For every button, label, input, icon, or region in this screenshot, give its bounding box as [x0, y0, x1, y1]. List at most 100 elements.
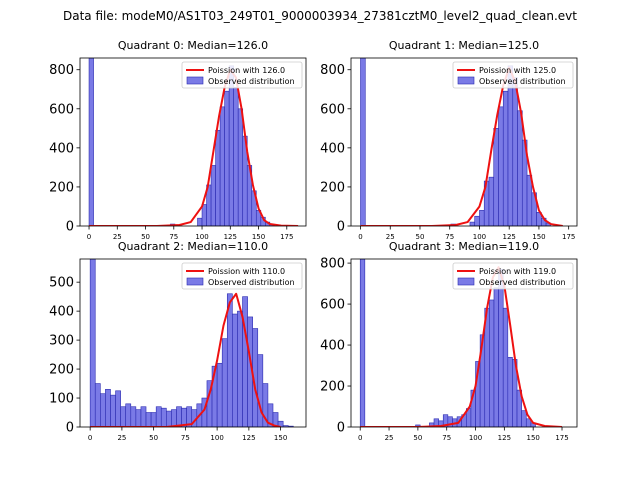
quadrant-2-legend: Poission with 110.0 Observed distribution — [181, 262, 303, 290]
quadrant-2-bar — [237, 310, 243, 427]
quadrant-1-legend: Poission with 125.0 Observed distribution — [452, 61, 574, 89]
quadrant-3-xtick-label: 75 — [442, 434, 451, 442]
quadrant-2-bar — [145, 412, 152, 427]
quadrant-3-xtick-label: 100 — [469, 434, 482, 442]
quadrant-1-xtick-label: 175 — [562, 233, 575, 241]
quadrant-2-bar — [130, 406, 137, 427]
quadrant-2-bar — [94, 383, 101, 427]
quadrant-3-legend-bars-swatch — [457, 277, 475, 286]
quadrant-1-ytick-label: 200 — [320, 180, 345, 195]
quadrant-2-ytick-label: 500 — [49, 276, 74, 291]
quadrant-1-xtick-label: 125 — [503, 233, 516, 241]
quadrant-2-bar — [160, 407, 167, 427]
quadrant-0-ytick-label: 400 — [49, 141, 74, 156]
quadrant-1-ytick-label: 800 — [320, 63, 345, 78]
quadrant-2-axes-frame — [79, 258, 307, 428]
quadrant-1-bar — [469, 221, 476, 226]
quadrant-2-ytick-label: 200 — [49, 363, 74, 378]
quadrant-0-plot-area — [88, 58, 299, 226]
quadrant-2-bar — [105, 389, 111, 427]
quadrant-2-bar — [89, 259, 96, 427]
quadrant-2-legend-curve-label: Poission with 110.0 — [208, 267, 285, 276]
quadrant-1-bar — [360, 58, 366, 226]
quadrant-0-bar — [233, 87, 239, 226]
quadrant-2-bar — [216, 362, 223, 427]
quadrant-2-title: Quadrant 2: Median=110.0 — [118, 240, 268, 253]
quadrant-3-bar — [498, 268, 504, 427]
quadrant-3-xtick-label: 0 — [358, 434, 362, 442]
quadrant-2-bar — [125, 403, 132, 427]
quadrant-1-bar — [488, 176, 495, 226]
quadrant-1-bar — [502, 90, 509, 226]
quadrant-2-legend-box — [181, 262, 303, 290]
quadrant-0-poisson-curve — [89, 68, 299, 226]
quadrant-2-bar — [120, 406, 127, 427]
quadrant-0-xtick-label: 25 — [113, 233, 122, 241]
quadrant-2-ytick-label: 0 — [66, 421, 74, 436]
quadrant-2-bar — [135, 409, 142, 427]
quadrant-3-bar — [493, 287, 499, 427]
quadrant-2-xtick-label: 50 — [149, 434, 158, 442]
quadrant-2-xtick-label: 0 — [88, 434, 92, 442]
quadrant-2-xtick-label: 100 — [210, 434, 223, 442]
quadrant-1-bar — [512, 77, 518, 226]
quadrant-2-bar — [277, 420, 284, 427]
quadrant-0-bar — [215, 129, 221, 226]
quadrant-0-legend: Poission with 126.0 Observed distribution — [181, 61, 303, 89]
quadrant-0-xtick-label: 75 — [169, 233, 178, 241]
quadrant-0-axes-frame — [79, 57, 307, 227]
quadrant-0-legend-bars-label: Observed distribution — [208, 77, 295, 86]
quadrant-3-legend: Poission with 119.0 Observed distribution — [452, 262, 574, 290]
quadrant-3-ytick-label: 800 — [320, 257, 345, 272]
quadrant-2-legend-bars-swatch — [186, 277, 204, 286]
quadrant-0-legend-bars-swatch — [186, 76, 204, 85]
quadrant-3-bar — [502, 307, 509, 427]
quadrant-0-xtick-label: 100 — [195, 233, 208, 241]
quadrant-2-xtick-label: 125 — [242, 434, 255, 442]
figure-suptitle: Data file: modeM0/AS1T03_249T01_90000039… — [63, 9, 577, 23]
quadrant-3-title: Quadrant 3: Median=119.0 — [389, 240, 539, 253]
quadrant-1-title: Quadrant 1: Median=125.0 — [389, 39, 539, 52]
quadrant-1-axes-frame — [350, 57, 578, 227]
quadrant-3-legend-bars-label: Observed distribution — [479, 278, 566, 287]
quadrant-1-xtick-label: 0 — [358, 233, 362, 241]
quadrant-2-panel: Quadrant 2: Median=110.0 0 25 50 75 100 125 150… — [49, 240, 307, 442]
quadrant-1-bar — [493, 128, 499, 226]
quadrant-1-legend-curve-label: Poission with 125.0 — [479, 66, 556, 75]
quadrant-2-bar — [155, 406, 162, 427]
quadrant-0-bar — [210, 165, 216, 226]
quadrant-1-bar — [526, 174, 533, 226]
quadrant-3-xtick-label: 125 — [498, 434, 511, 442]
quadrant-1-legend-bars-label: Observed distribution — [479, 77, 566, 86]
quadrant-3-ytick-label: 400 — [320, 339, 345, 354]
quadrant-2-legend-bars-label: Observed distribution — [208, 278, 295, 287]
quadrant-1-bar — [498, 106, 504, 226]
quadrant-2-bar — [176, 406, 182, 427]
quadrant-1-xtick-label: 25 — [386, 233, 395, 241]
quadrant-2-bar — [140, 406, 147, 427]
quadrant-3-legend-curve-label: Poission with 119.0 — [479, 267, 556, 276]
quadrant-2-bar — [110, 394, 116, 427]
quadrant-0-bar — [224, 90, 230, 226]
quadrant-0-xtick-label: 50 — [141, 233, 150, 241]
quadrant-3-ytick-label: 600 — [320, 298, 345, 313]
quadrant-3-plot-area — [359, 259, 563, 427]
quadrant-3-legend-box — [452, 262, 574, 290]
quadrant-2-bar — [115, 390, 121, 427]
quadrant-2-bar — [150, 412, 157, 427]
quadrant-2-bar — [171, 409, 177, 427]
quadrant-0-ytick-label: 600 — [49, 102, 74, 117]
quadrant-0-ytick-label: 200 — [49, 180, 74, 195]
quadrant-2-xtick-label: 75 — [181, 434, 190, 442]
quadrant-0-ytick-label: 800 — [49, 63, 74, 78]
quadrant-2-bar — [100, 393, 106, 427]
quadrant-0-xtick-label: 125 — [224, 233, 237, 241]
quadrant-3-xtick-label: 175 — [555, 434, 568, 442]
quadrant-1-bar — [479, 210, 485, 226]
quadrant-3-xtick-label: 25 — [385, 434, 394, 442]
quadrant-0-bar — [197, 217, 203, 226]
quadrant-1-bar — [517, 110, 523, 226]
quadrant-1-plot-area — [360, 58, 563, 226]
quadrant-3-axes-frame — [350, 258, 578, 428]
quadrant-2-bar — [272, 412, 279, 427]
